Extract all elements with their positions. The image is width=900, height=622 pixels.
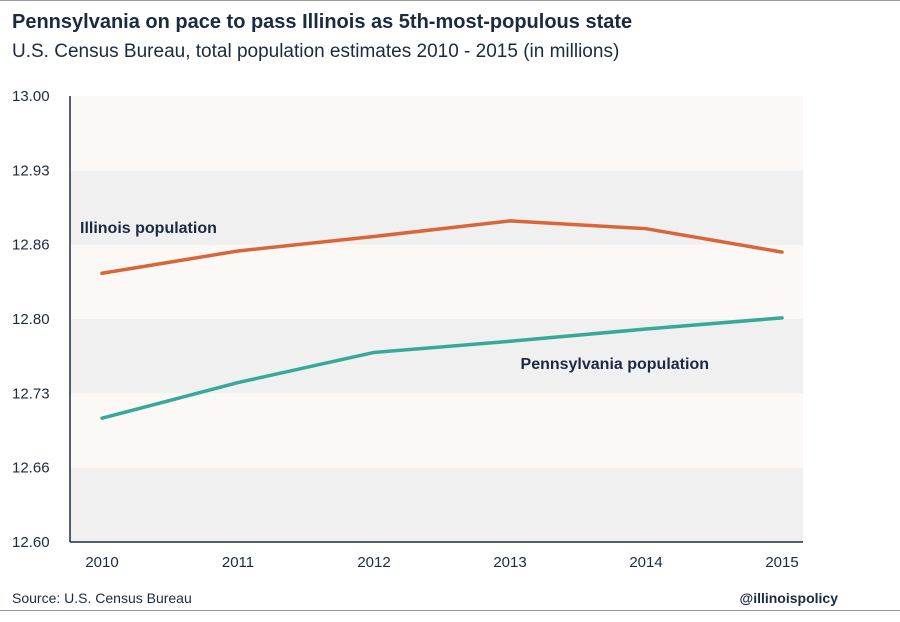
series-line-pennsylvania — [100, 316, 784, 420]
grid-band — [70, 244, 803, 319]
y-tick-label: 12.93 — [12, 162, 50, 179]
source-note: Source: U.S. Census Bureau — [12, 590, 192, 606]
x-tick-label: 2010 — [85, 554, 118, 571]
grid-band — [70, 393, 803, 468]
y-tick-label: 13.00 — [12, 88, 50, 105]
x-tick-label: 2013 — [493, 554, 526, 571]
grid-band — [70, 467, 803, 542]
grid-band — [70, 96, 803, 171]
grid-band — [70, 319, 803, 394]
y-tick-label: 12.73 — [12, 385, 50, 402]
x-tick-label: 2012 — [357, 554, 390, 571]
y-tick-label: 12.80 — [12, 311, 50, 328]
y-tick-label: 12.60 — [12, 534, 50, 551]
chart-title: Pennsylvania on pace to pass Illinois as… — [12, 11, 633, 33]
x-tick-label: 2015 — [765, 554, 798, 571]
chart-subtitle: U.S. Census Bureau, total population est… — [12, 41, 620, 62]
x-tick-label: 2011 — [222, 554, 254, 571]
bottom-rule — [0, 610, 900, 611]
series-label-pennsylvania: Pennsylvania population — [521, 356, 709, 373]
y-tick-label: 12.86 — [12, 237, 50, 254]
series-label-illinois: Illinois population — [80, 220, 217, 237]
twitter-handle: @illinoispolicy — [739, 590, 838, 606]
grid-band — [70, 170, 803, 245]
series-line-illinois — [100, 219, 784, 276]
y-tick-label: 12.66 — [12, 460, 50, 477]
x-tick-label: 2014 — [629, 554, 662, 571]
top-rule — [0, 0, 900, 1]
